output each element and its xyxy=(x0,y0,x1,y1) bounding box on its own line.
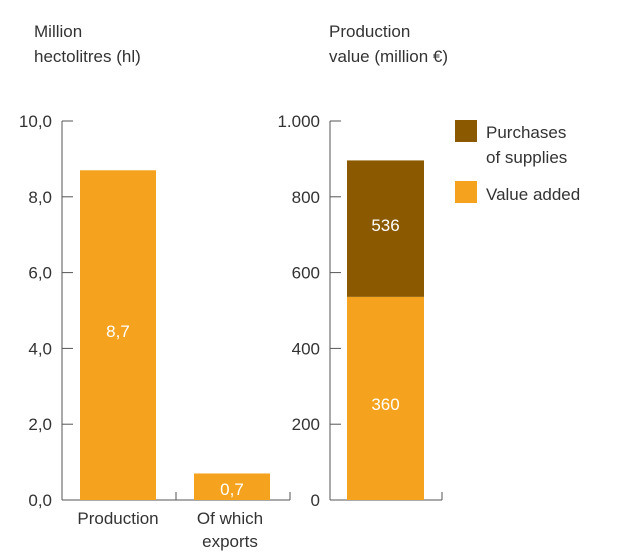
chart1-y-tick-label: 2,0 xyxy=(28,415,52,434)
chart1-x-category-label: exports xyxy=(202,532,258,551)
chart2-y-tick-label: 1.000 xyxy=(277,112,320,131)
legend-label: of supplies xyxy=(486,148,567,167)
legend-label: Value added xyxy=(486,185,580,204)
chart1-y-tick-label: 8,0 xyxy=(28,188,52,207)
chart1-bar-value-label: 8,7 xyxy=(106,322,130,341)
legend-swatch xyxy=(455,120,477,142)
chart2-bar-value-label: 536 xyxy=(371,216,399,235)
chart1-x-category-label: Of which xyxy=(197,509,263,528)
chart2-y-tick-label: 0 xyxy=(311,491,320,510)
chart1-y-tick-label: 0,0 xyxy=(28,491,52,510)
legend-swatch xyxy=(455,181,477,203)
chart2-y-tick-label: 600 xyxy=(292,264,320,283)
chart1-bar xyxy=(80,170,156,500)
chart2-y-tick-label: 800 xyxy=(292,188,320,207)
chart2-bar-value-label: 360 xyxy=(371,395,399,414)
chart1-x-category-label: Production xyxy=(77,509,158,528)
chart2-y-tick-label: 400 xyxy=(292,339,320,358)
chart2-bar-value-added xyxy=(347,296,424,500)
chart1-ylabel: hectolitres (hl) xyxy=(34,47,141,66)
legend-label: Purchases xyxy=(486,123,566,142)
chart1-bar xyxy=(194,473,270,500)
chart2-bar-purchases xyxy=(347,160,424,297)
chart1-y-tick-label: 6,0 xyxy=(28,264,52,283)
chart2-ylabel: Production xyxy=(329,22,410,41)
chart1-bar-value-label: 0,7 xyxy=(220,480,244,499)
chart2-y-tick-label: 200 xyxy=(292,415,320,434)
chart1-y-tick-label: 4,0 xyxy=(28,339,52,358)
chart2-ylabel: value (million €) xyxy=(329,47,448,66)
chart1-ylabel: Million xyxy=(34,22,82,41)
chart1-y-tick-label: 10,0 xyxy=(19,112,52,131)
